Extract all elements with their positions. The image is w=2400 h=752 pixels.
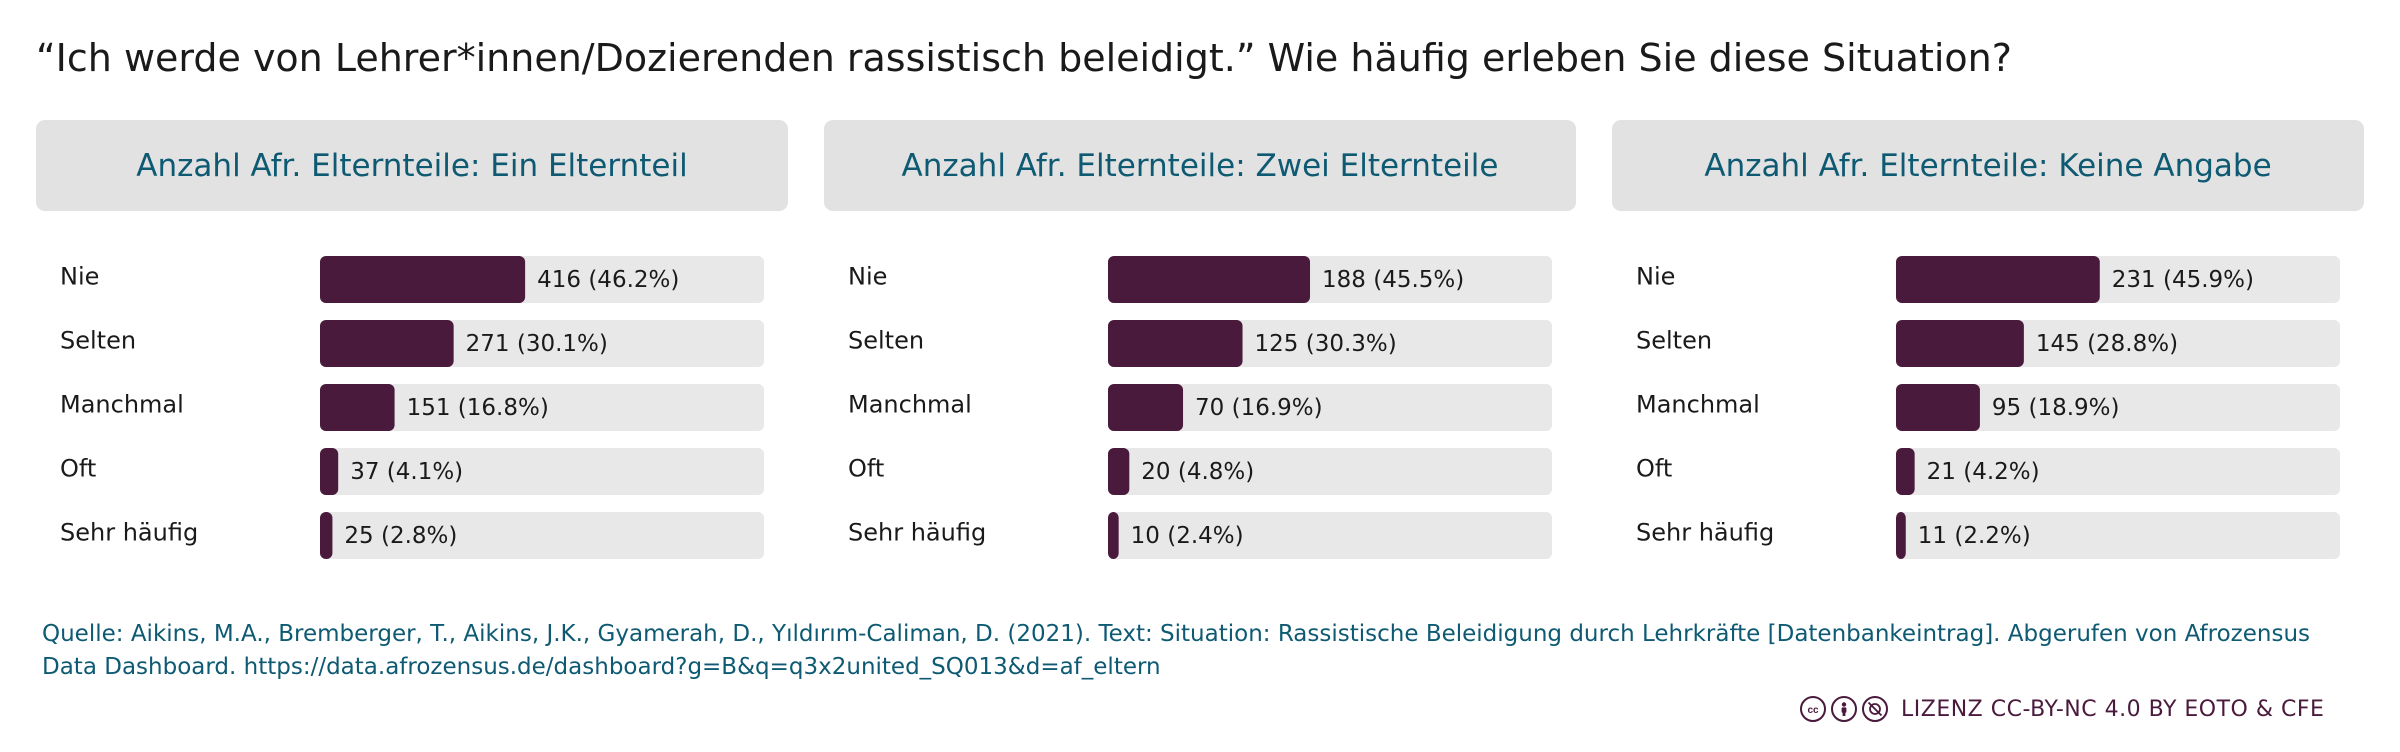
category-label: Sehr häufig (60, 519, 198, 547)
data-label: 95 (18.9%) (1992, 395, 2120, 421)
bar-track (320, 448, 764, 495)
data-label: 271 (30.1%) (466, 331, 608, 357)
category-label: Selten (60, 327, 136, 355)
bar-track (1108, 384, 1552, 431)
data-label: 416 (46.2%) (537, 267, 679, 293)
data-label: 10 (2.4%) (1131, 523, 1244, 549)
data-label: 25 (2.8%) (344, 523, 457, 549)
bar (1108, 256, 1311, 303)
category-label: Manchmal (848, 391, 972, 419)
svg-text:cc: cc (1807, 705, 1819, 716)
bar-track (1896, 448, 2340, 495)
panel-ein-elternteil: Anzahl Afr. Elternteile: Ein Elternteil … (36, 120, 788, 560)
data-label: 231 (45.9%) (2112, 267, 2254, 293)
category-label: Nie (1636, 263, 1675, 291)
nc-icon (1862, 696, 1888, 722)
category-label: Sehr häufig (848, 519, 986, 547)
source-citation: Quelle: Aikins, M.A., Bremberger, T., Ai… (42, 621, 2311, 680)
bar (1896, 512, 1906, 559)
data-label: 70 (16.9%) (1195, 395, 1323, 421)
data-label: 151 (16.8%) (407, 395, 549, 421)
cc-icon: cc (1800, 696, 1826, 722)
bar (1108, 512, 1119, 559)
bar-chart-zwei-elternteile: Nie 188 (45.5%) Selten 125 (30.3%) Manchmal 7… (848, 256, 1552, 559)
data-label: 125 (30.3%) (1255, 331, 1397, 357)
by-person-icon (1831, 696, 1857, 722)
panel-header: Anzahl Afr. Elternteile: Zwei Elternteil… (824, 120, 1576, 211)
panel-zwei-elternteile: Anzahl Afr. Elternteile: Zwei Elternteil… (824, 120, 1576, 560)
panel-header: Anzahl Afr. Elternteile: Ein Elternteil (36, 120, 788, 211)
bar-track (1896, 384, 2340, 431)
category-label: Selten (848, 327, 924, 355)
bar (320, 448, 339, 495)
license-badge: cc LIZENZ CC-BY-NC 4.0 BY EOTO & CFE (1800, 692, 2353, 726)
category-label: Nie (848, 263, 887, 291)
category-label: Oft (848, 455, 884, 483)
category-label: Manchmal (60, 391, 184, 419)
data-label: 20 (4.8%) (1141, 459, 1254, 485)
category-label: Nie (60, 263, 99, 291)
bar (1896, 256, 2100, 303)
bar (1896, 384, 1980, 431)
category-label: Manchmal (1636, 391, 1760, 419)
bar (320, 320, 454, 367)
bar-track (1108, 512, 1552, 559)
bar-chart-keine-angabe: Nie 231 (45.9%) Selten 145 (28.8%) Manchmal 9… (1636, 256, 2340, 559)
bar (320, 256, 526, 303)
bar (320, 512, 333, 559)
bar (1108, 448, 1130, 495)
panel-header: Anzahl Afr. Elternteile: Keine Angabe (1612, 120, 2364, 211)
category-label: Selten (1636, 327, 1712, 355)
chart-title: “Ich werde von Lehrer*innen/Dozierenden … (36, 36, 2012, 80)
data-label: 21 (4.2%) (1927, 459, 2040, 485)
bar (320, 384, 395, 431)
panel-keine-angabe: Anzahl Afr. Elternteile: Keine Angabe Ni… (1612, 120, 2364, 560)
bar (1896, 448, 1915, 495)
data-label: 145 (28.8%) (2036, 331, 2178, 357)
bar (1108, 384, 1184, 431)
bar-track (320, 512, 764, 559)
bar (1108, 320, 1243, 367)
bar-track (320, 384, 764, 431)
bar-chart-ein-elternteil: Nie 416 (46.2%) Selten 271 (30.1%) Manchmal 1… (60, 256, 764, 559)
bar (1896, 320, 2024, 367)
category-label: Oft (1636, 455, 1672, 483)
category-label: Oft (60, 455, 96, 483)
bar-track (1108, 448, 1552, 495)
license-text: LIZENZ CC-BY-NC 4.0 BY EOTO & CFE (1901, 696, 2325, 722)
bar-track (1896, 512, 2340, 559)
data-label: 188 (45.5%) (1322, 267, 1464, 293)
data-label: 37 (4.1%) (350, 459, 463, 485)
category-label: Sehr häufig (1636, 519, 1774, 547)
data-label: 11 (2.2%) (1918, 523, 2031, 549)
